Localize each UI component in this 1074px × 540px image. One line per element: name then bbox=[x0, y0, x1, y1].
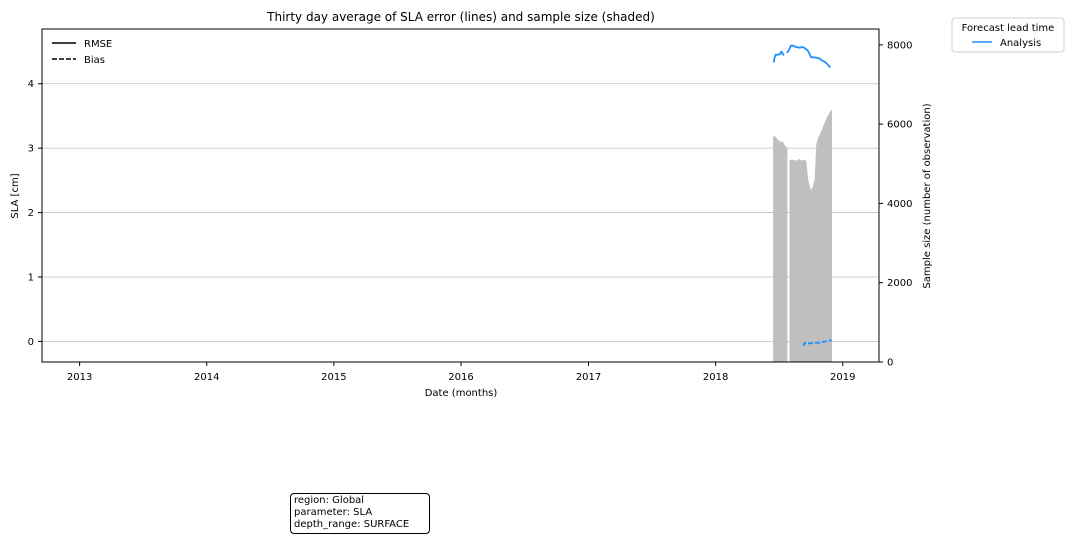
y-tick-label-3: 3 bbox=[28, 144, 34, 155]
y-right-tick-label-1: 2000 bbox=[887, 278, 912, 289]
lead-time-legend-title: Forecast lead time bbox=[962, 23, 1055, 34]
analysis-legend-label: Analysis bbox=[1000, 38, 1041, 49]
metric-legend: RMSE Bias bbox=[52, 39, 112, 66]
bias-line-0 bbox=[802, 339, 832, 347]
x-tick-label-3: 2016 bbox=[448, 372, 473, 383]
y-tick-label-2: 2 bbox=[28, 208, 34, 219]
y-tick-label-4: 4 bbox=[28, 79, 34, 90]
rmse-legend-label: RMSE bbox=[84, 39, 112, 50]
lead-time-legend: Forecast lead time Analysis bbox=[951, 17, 1065, 53]
y-right-tick-label-0: 0 bbox=[887, 358, 893, 369]
chart-title: Thirty day average of SLA error (lines) … bbox=[266, 10, 655, 24]
x-tick-label-4: 2017 bbox=[576, 372, 601, 383]
rmse-line-0 bbox=[772, 50, 785, 63]
y-right-tick-label-2: 4000 bbox=[887, 199, 912, 210]
y-tick-label-0: 0 bbox=[28, 337, 34, 348]
depth-range-text: depth_range: SURFACE bbox=[294, 519, 410, 530]
y-right-tick-label-4: 8000 bbox=[887, 40, 912, 51]
lead-time-legend-frame bbox=[951, 17, 1065, 53]
sample-size-shading bbox=[773, 109, 832, 362]
x-axis-label: Date (months) bbox=[425, 388, 498, 399]
parameter-text: parameter: SLA bbox=[294, 507, 373, 518]
y-axis-right-label: Sample size (number of observation) bbox=[922, 103, 933, 288]
y-axis-label: SLA [cm] bbox=[10, 173, 21, 218]
sample-size-area-0 bbox=[773, 136, 788, 362]
x-tick-label-1: 2014 bbox=[194, 372, 219, 383]
y-tick-label-1: 1 bbox=[28, 272, 34, 283]
bias-legend-label: Bias bbox=[84, 55, 105, 66]
series-lines bbox=[772, 44, 832, 347]
x-tick-label-0: 2013 bbox=[67, 372, 92, 383]
y-right-tick-label-3: 6000 bbox=[887, 120, 912, 131]
x-tick-label-6: 2019 bbox=[830, 372, 855, 383]
metadata-box: region: Global parameter: SLA depth_rang… bbox=[290, 493, 430, 534]
gridlines bbox=[42, 83, 879, 342]
plot-frame bbox=[41, 28, 880, 363]
x-tick-label-2: 2015 bbox=[321, 372, 346, 383]
x-tick-label-5: 2018 bbox=[703, 372, 728, 383]
region-text: region: Global bbox=[294, 495, 365, 506]
rmse-line-1 bbox=[786, 44, 831, 69]
sample-size-area-1 bbox=[789, 109, 832, 362]
axes: 0 1 2 3 4 0 2000 4000 6000 8000 2013 2014 2015 2016 20… bbox=[28, 40, 913, 383]
